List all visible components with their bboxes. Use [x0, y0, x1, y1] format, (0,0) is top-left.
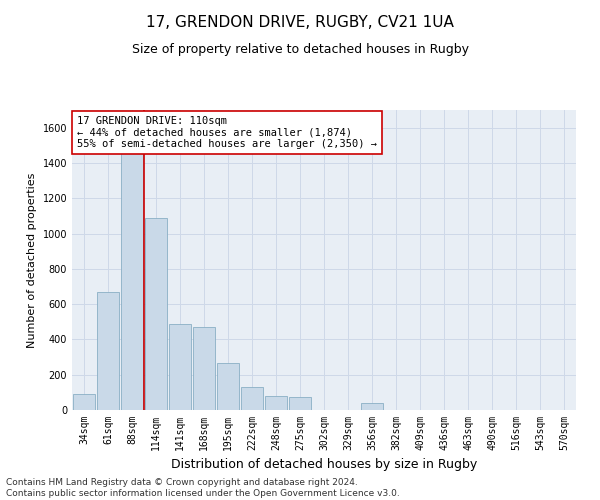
Bar: [121, 119, 143, 410]
Bar: [97, 292, 119, 410]
Bar: [193, 327, 215, 410]
Text: 17, GRENDON DRIVE, RUGBY, CV21 1UA: 17, GRENDON DRIVE, RUGBY, CV21 1UA: [146, 15, 454, 30]
Bar: [73, 394, 95, 410]
Text: Size of property relative to detached houses in Rugby: Size of property relative to detached ho…: [131, 42, 469, 56]
Text: 17 GRENDON DRIVE: 110sqm
← 44% of detached houses are smaller (1,874)
55% of sem: 17 GRENDON DRIVE: 110sqm ← 44% of detach…: [77, 116, 377, 149]
Bar: [217, 363, 239, 410]
Bar: [265, 396, 287, 410]
Bar: [289, 397, 311, 410]
Text: Contains HM Land Registry data © Crown copyright and database right 2024.
Contai: Contains HM Land Registry data © Crown c…: [6, 478, 400, 498]
X-axis label: Distribution of detached houses by size in Rugby: Distribution of detached houses by size …: [171, 458, 477, 471]
Bar: [241, 387, 263, 410]
Bar: [169, 324, 191, 410]
Bar: [361, 403, 383, 410]
Y-axis label: Number of detached properties: Number of detached properties: [27, 172, 37, 348]
Bar: [145, 218, 167, 410]
